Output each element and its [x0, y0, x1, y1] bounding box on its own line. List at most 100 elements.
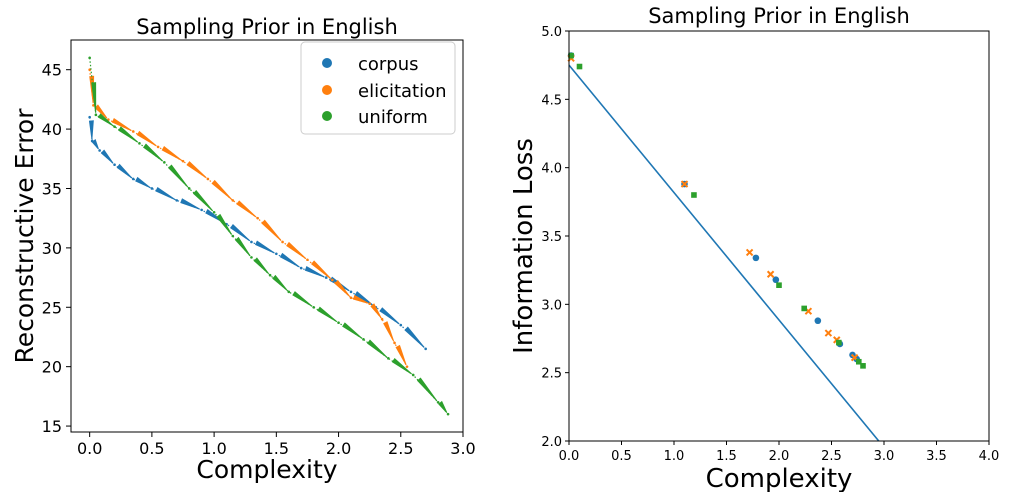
point-uniform [113, 125, 116, 129]
arrow-uniform [438, 400, 448, 413]
point-corpus [814, 317, 822, 325]
arrow-uniform [216, 213, 232, 235]
legend-label-corpus: corpus [358, 54, 419, 75]
right-chart-title: Sampling Prior in English [648, 4, 910, 28]
arrow-elicitation [370, 303, 382, 318]
point-uniform [212, 210, 216, 214]
left-y-tick-label: 45 [42, 61, 62, 80]
arrow-uniform [272, 274, 288, 291]
right-y-tick-label: 5.0 [541, 25, 562, 40]
point-uniform [231, 234, 235, 238]
arrow-elicitation [111, 118, 132, 132]
arrow-uniform [97, 113, 114, 127]
arrow-elicitation [236, 200, 257, 218]
point-uniform [436, 401, 440, 404]
arrow-corpus [88, 120, 94, 140]
left-x-tick-label: 0.0 [77, 439, 102, 458]
point-corpus [131, 177, 135, 181]
right-x-tick-label: 4.0 [979, 449, 1000, 464]
left-chart: Sampling Prior in English 0.0 0.5 1.0 1.5 2.… [10, 15, 476, 484]
point-corpus [200, 208, 203, 212]
arrow-elicitation [395, 344, 407, 366]
right-x-tick-label: 1.5 [716, 449, 737, 464]
point-elicitation [206, 177, 210, 181]
arrow-elicitation [334, 279, 350, 297]
point-corpus [88, 115, 91, 119]
arrow-elicitation [286, 241, 307, 260]
point-corpus [349, 290, 353, 294]
point-uniform [411, 373, 415, 377]
point-corpus [275, 252, 278, 256]
left-plot-area [88, 56, 450, 416]
point-uniform [268, 273, 272, 277]
left-x-axis: 0.0 0.5 1.0 1.5 2.0 2.5 3.0 [77, 432, 476, 458]
point-elicitation [156, 145, 160, 149]
point-elicitation [256, 216, 259, 220]
point-elicitation [231, 199, 235, 202]
point-corpus [399, 323, 403, 327]
point-uniform [88, 56, 91, 60]
arrow-uniform [234, 236, 251, 257]
arrow-uniform [167, 164, 189, 188]
point-uniform [187, 187, 191, 190]
legend-marker-uniform [322, 111, 332, 121]
arrow-uniform [391, 357, 412, 375]
point-elicitation [393, 341, 396, 345]
left-x-tick-label: 2.0 [326, 439, 351, 458]
legend-label-elicitation: elicitation [358, 81, 447, 102]
right-y-axis-label: Information Loss [509, 138, 539, 354]
arrow-corpus [230, 224, 251, 242]
point-elicitation [824, 329, 833, 337]
arrow-corpus [404, 326, 425, 348]
arrow-uniform [253, 257, 270, 275]
point-uniform [362, 338, 365, 341]
right-x-tick-label: 3.5 [926, 449, 947, 464]
arrow-corpus [116, 163, 132, 179]
point-corpus [250, 240, 253, 244]
point-uniform [312, 305, 315, 309]
legend-marker-corpus [322, 58, 332, 68]
point-elicitation [368, 302, 371, 306]
left-y-tick-label: 20 [42, 358, 62, 377]
right-y-tick-label: 4.0 [541, 162, 562, 177]
point-corpus [752, 254, 760, 262]
arrow-corpus [379, 307, 400, 325]
right-plot-frame [568, 30, 990, 442]
frontier-line [568, 64, 880, 442]
point-elicitation [281, 240, 284, 244]
arrow-uniform [342, 322, 363, 339]
left-x-axis-label: Complexity [196, 455, 337, 484]
arrow-elicitation [261, 219, 282, 241]
arrow-uniform [317, 306, 338, 323]
point-corpus [424, 347, 427, 351]
arrow-uniform [91, 82, 97, 113]
arrow-elicitation [211, 179, 232, 200]
arrow-elicitation [161, 145, 182, 161]
left-chart-title: Sampling Prior in English [136, 15, 398, 39]
point-elicitation [349, 296, 353, 300]
right-x-axis: 0.0 0.5 1.0 1.5 2.0 2.5 3.0 3.5 4.0 [559, 441, 1000, 464]
point-uniform [836, 339, 842, 346]
point-uniform [446, 412, 450, 416]
right-y-tick-label: 3.5 [541, 230, 562, 245]
left-y-axis-label: Reconstructive Error [10, 108, 39, 364]
point-elicitation [131, 130, 135, 133]
left-y-tick-label: 30 [42, 239, 62, 258]
arrow-elicitation [352, 294, 369, 304]
point-corpus [324, 276, 328, 279]
right-y-tick-label: 2.5 [541, 367, 562, 382]
arrow-uniform [366, 339, 388, 358]
point-uniform [860, 363, 866, 369]
arrow-elicitation [94, 104, 108, 119]
left-y-tick-label: 40 [42, 120, 62, 139]
left-y-axis: 15 20 25 30 35 40 45 [42, 61, 71, 436]
arrow-elicitation [186, 161, 207, 179]
point-uniform [691, 192, 697, 198]
point-uniform [94, 113, 98, 117]
point-uniform [568, 52, 574, 59]
arrow-uniform [292, 291, 313, 307]
series-line-uniform [89, 57, 449, 415]
legend: corpus elicitation uniform [300, 41, 456, 135]
arrow-uniform [192, 189, 214, 212]
